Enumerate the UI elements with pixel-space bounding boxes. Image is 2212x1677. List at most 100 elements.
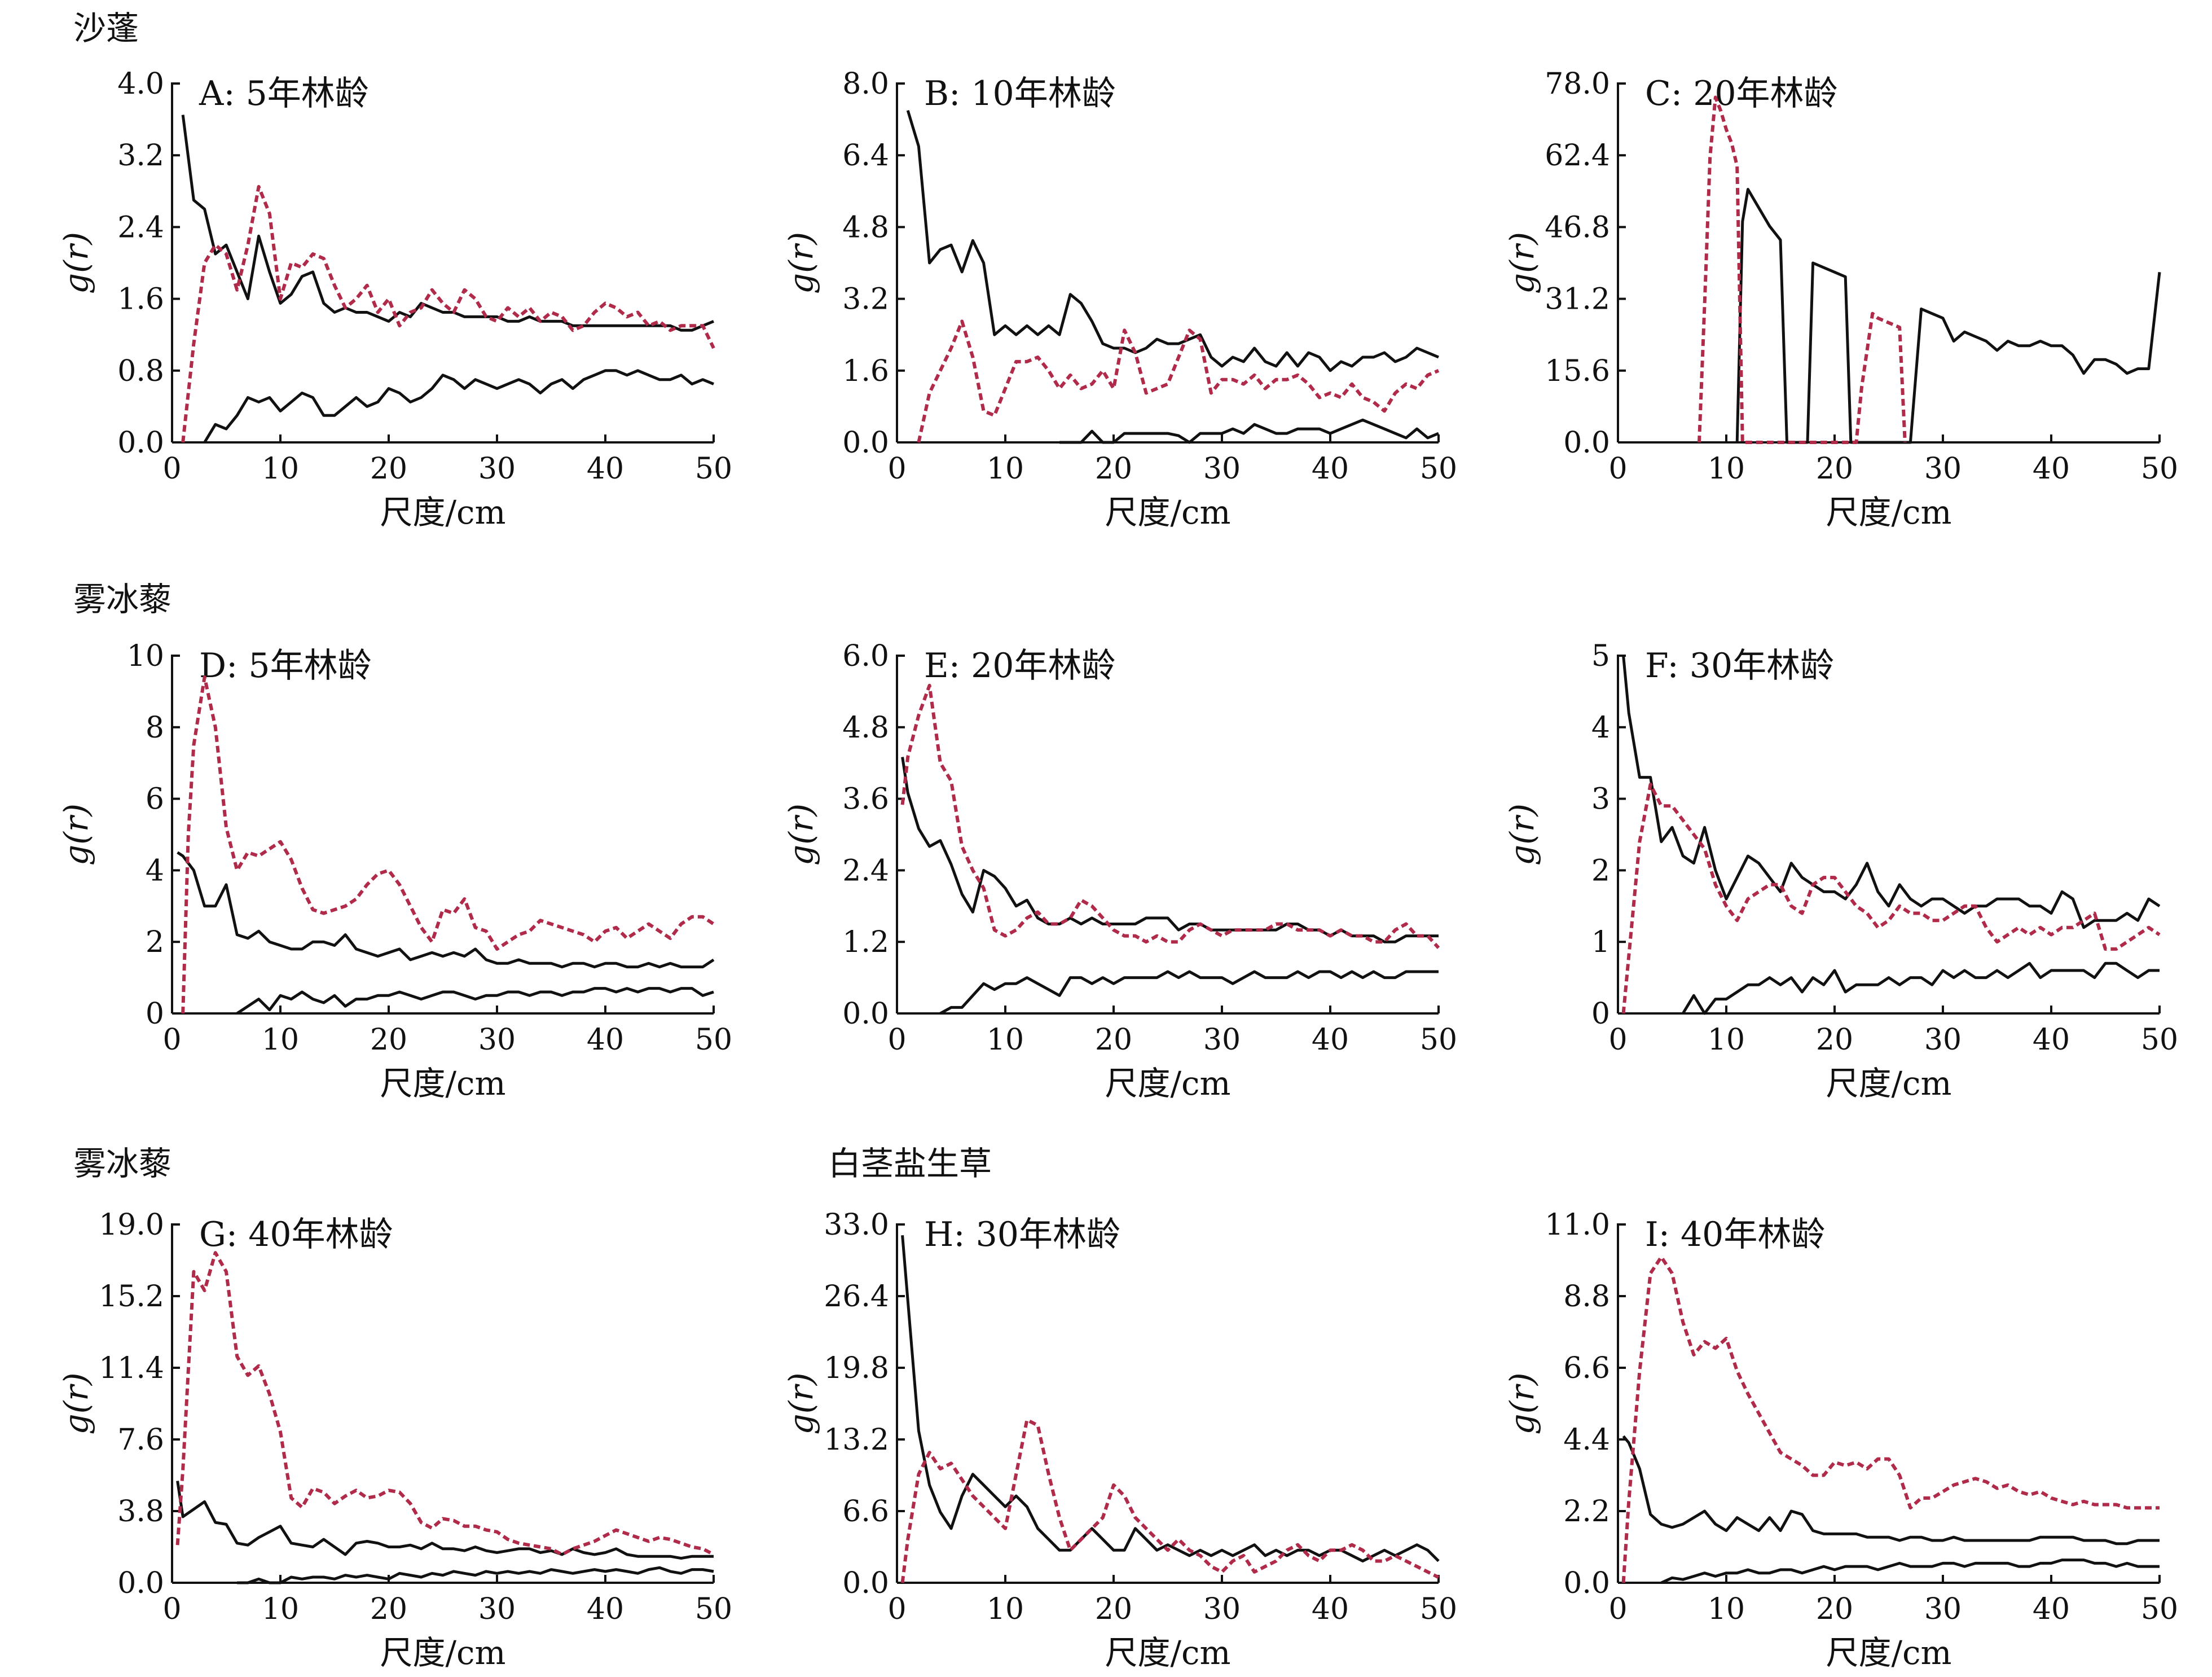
solid-series-line [181, 115, 714, 332]
dashed-series-line [900, 683, 1440, 949]
solid-series-line [176, 1481, 714, 1560]
chart-panel: 0.0 2.2 4.4 6.6 8.8 11.0 0 10 20 30 40 50 尺度/cm g(r) I… [1503, 1208, 2178, 1672]
x-tick-label: 30 [1203, 1592, 1241, 1626]
solid-series-line [237, 1566, 714, 1584]
y-tick-label: 4 [1591, 711, 1610, 745]
x-axis-title: 尺度/cm [1105, 1064, 1230, 1103]
x-tick-label: 10 [987, 1592, 1024, 1626]
y-axis-title: g(r) [1503, 232, 1541, 294]
x-tick-label: 50 [1420, 1592, 1457, 1626]
x-tick-label: 30 [1203, 1023, 1241, 1057]
x-tick-label: 20 [1816, 1023, 1853, 1057]
chart-panel: 0 2 4 6 8 10 0 10 20 30 40 50 尺度/cm g(r) D: 5年林龄 [57, 639, 732, 1103]
x-tick-label: 10 [987, 452, 1024, 486]
x-tick-label: 0 [1608, 1592, 1627, 1626]
y-axis-title: g(r) [782, 1372, 820, 1434]
y-tick-label: 8 [146, 711, 164, 745]
y-tick-label: 4.8 [842, 711, 889, 745]
y-tick-label: 0.0 [842, 1566, 889, 1600]
y-tick-label: 19.8 [824, 1351, 889, 1385]
y-tick-label: 0.0 [117, 426, 164, 460]
solid-series-line [1622, 1435, 2160, 1546]
x-tick-label: 30 [1924, 452, 1962, 486]
x-tick-label: 20 [370, 1592, 407, 1626]
x-axis-title: 尺度/cm [380, 1634, 505, 1672]
y-tick-label: 1.6 [842, 354, 889, 388]
x-tick-label: 30 [1203, 452, 1241, 486]
y-tick-label: 0 [1591, 997, 1610, 1031]
x-tick-label: 10 [262, 1592, 299, 1626]
dashed-series-line [181, 675, 715, 1014]
group-label: 雾冰藜 [73, 580, 171, 618]
x-axis-title: 尺度/cm [1105, 1634, 1230, 1672]
x-tick-label: 50 [695, 1592, 732, 1626]
x-tick-label: 20 [1095, 1592, 1132, 1626]
y-tick-label: 3.6 [842, 783, 889, 816]
panel-title: A: 5年林龄 [199, 74, 369, 113]
solid-series-line [1682, 962, 2160, 1015]
y-tick-label: 0.0 [1563, 426, 1610, 460]
x-axis-title: 尺度/cm [380, 493, 505, 532]
y-tick-label: 2 [146, 925, 164, 959]
x-tick-label: 50 [2141, 452, 2178, 486]
panel-title: I: 40年林龄 [1645, 1215, 1825, 1254]
y-tick-label: 33.0 [824, 1208, 889, 1242]
y-tick-label: 6.6 [842, 1495, 889, 1529]
y-tick-label: 15.6 [1545, 354, 1610, 388]
y-tick-label: 19.0 [99, 1208, 164, 1242]
y-tick-label: 13.2 [824, 1423, 889, 1457]
y-axis-title: g(r) [1503, 804, 1541, 866]
x-tick-label: 0 [887, 1023, 906, 1057]
dashed-series-line [1621, 783, 2161, 1014]
y-tick-label: 4.4 [1563, 1423, 1610, 1457]
solid-series-line [1059, 418, 1439, 444]
x-tick-label: 0 [1608, 1023, 1627, 1057]
y-tick-label: 2 [1591, 854, 1610, 888]
y-tick-label: 1.2 [842, 925, 889, 959]
chart-panel: 0.0 15.6 31.2 46.8 62.4 78.0 0 10 20 30 40 50 尺度/cm g… [1503, 67, 2178, 532]
solid-series-line [906, 109, 1439, 372]
y-axis-title: g(r) [782, 804, 820, 866]
x-tick-label: 30 [1924, 1023, 1962, 1057]
y-tick-label: 6.4 [842, 139, 889, 173]
x-tick-label: 0 [162, 1023, 181, 1057]
x-tick-label: 0 [887, 452, 906, 486]
y-tick-label: 4 [146, 854, 164, 888]
chart-panel: 0.0 0.8 1.6 2.4 3.2 4.0 0 10 20 30 40 50 尺度/cm g(r) A:… [57, 67, 732, 532]
y-tick-label: 5 [1591, 639, 1610, 673]
panel-title: G: 40年林龄 [199, 1215, 393, 1254]
y-tick-label: 3 [1591, 783, 1610, 816]
y-tick-label: 4.8 [842, 210, 889, 244]
x-tick-label: 10 [262, 452, 299, 486]
y-tick-label: 0.0 [842, 997, 889, 1031]
y-tick-label: 6.6 [1563, 1351, 1610, 1385]
solid-series-line [236, 987, 714, 1015]
x-tick-label: 40 [587, 452, 624, 486]
x-tick-label: 50 [1420, 452, 1457, 486]
y-tick-label: 78.0 [1545, 67, 1610, 101]
y-tick-label: 0.0 [842, 426, 889, 460]
y-tick-label: 8.8 [1563, 1280, 1610, 1314]
x-tick-label: 10 [1708, 1023, 1745, 1057]
y-axis-title: g(r) [1503, 1372, 1541, 1434]
x-tick-label: 0 [162, 1592, 181, 1626]
x-tick-label: 0 [887, 1592, 906, 1626]
y-tick-label: 0.0 [117, 1566, 164, 1600]
x-tick-label: 50 [2141, 1023, 2178, 1057]
x-axis-title: 尺度/cm [1105, 493, 1230, 532]
x-axis-title: 尺度/cm [380, 1064, 505, 1103]
dashed-series-line [181, 185, 715, 443]
panel-title: F: 30年林龄 [1645, 646, 1834, 686]
x-tick-label: 40 [2033, 452, 2070, 486]
y-tick-label: 0.0 [1563, 1566, 1610, 1600]
x-axis-title: 尺度/cm [1826, 1064, 1951, 1103]
x-tick-label: 20 [370, 1023, 407, 1057]
panel-title: H: 30年林龄 [924, 1215, 1120, 1254]
y-tick-label: 3.2 [117, 139, 164, 173]
x-tick-label: 20 [1816, 452, 1853, 486]
x-tick-label: 50 [2141, 1592, 2178, 1626]
solid-series-line [1622, 655, 2161, 929]
y-tick-label: 3.8 [117, 1495, 164, 1529]
group-label: 白茎盐生草 [828, 1144, 992, 1183]
